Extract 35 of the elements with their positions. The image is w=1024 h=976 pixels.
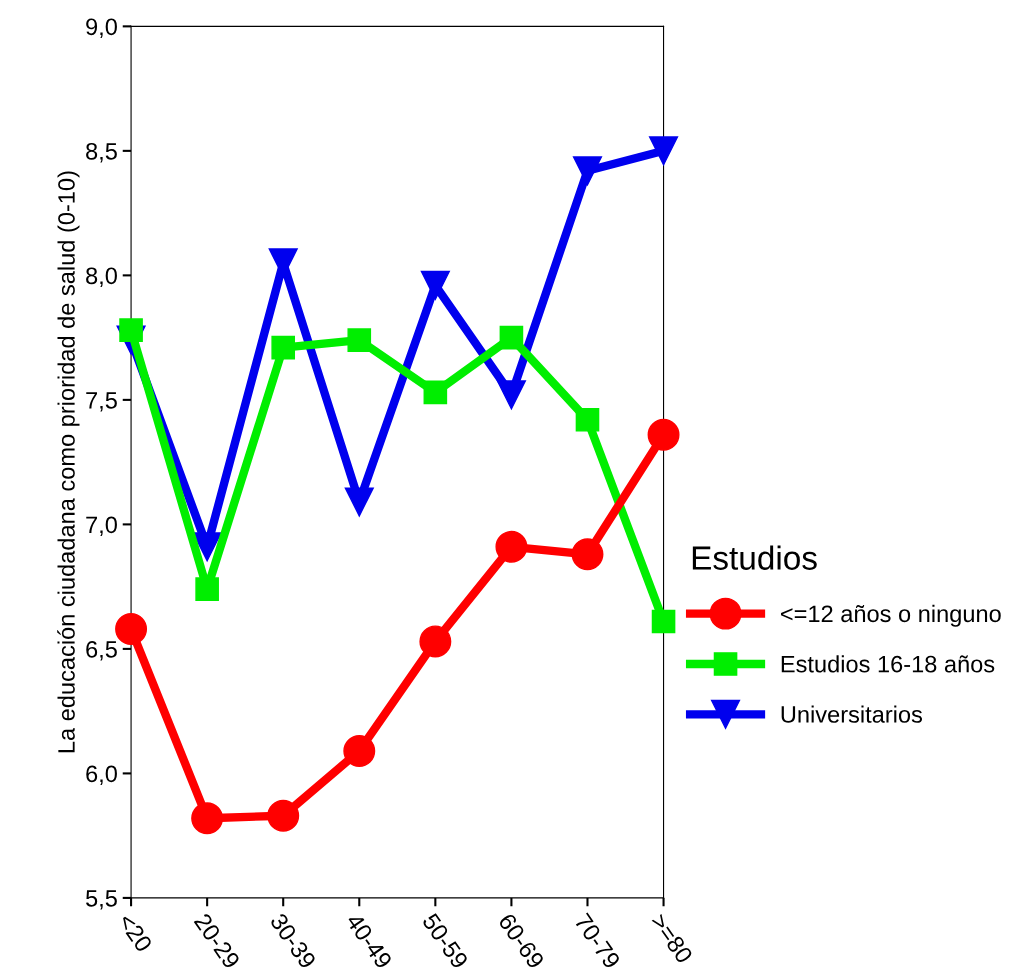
point (571, 538, 604, 571)
y-axis-title: La educación ciudadana como prioridad de salud (0-10) (57, 171, 80, 753)
y-tick-label: 7,5 (86, 392, 117, 412)
point (271, 335, 296, 360)
point (575, 407, 600, 432)
point (267, 799, 300, 832)
point (420, 270, 450, 300)
point (647, 418, 680, 451)
point (192, 532, 222, 562)
point (495, 530, 528, 563)
point (651, 609, 676, 634)
y-tick-label: 8,0 (86, 267, 117, 287)
y-tick-label: 7,0 (86, 516, 117, 536)
point (499, 325, 524, 350)
point (496, 380, 526, 410)
y-tick-label: 6,0 (86, 765, 117, 785)
x-tick-label: <20 (117, 912, 153, 954)
legend-title: Estudios (692, 545, 817, 570)
point (343, 735, 376, 767)
point (423, 380, 448, 405)
y-tick-label: 6,5 (86, 640, 117, 661)
y-tick-label: 5,5 (86, 890, 117, 910)
legend-label: <=12 años o ninguno (781, 604, 1001, 627)
point (344, 487, 374, 517)
y-tick-label: 9,0 (86, 18, 117, 38)
point (648, 136, 679, 166)
point (115, 613, 148, 645)
y-tick-label: 8,5 (86, 142, 117, 163)
point (419, 625, 452, 658)
point (191, 802, 224, 835)
legend-label: Universitarios (781, 705, 923, 723)
point (347, 328, 372, 352)
legend-label: Estudios 16-18 años (781, 655, 995, 673)
point (195, 577, 219, 601)
point (572, 156, 603, 186)
